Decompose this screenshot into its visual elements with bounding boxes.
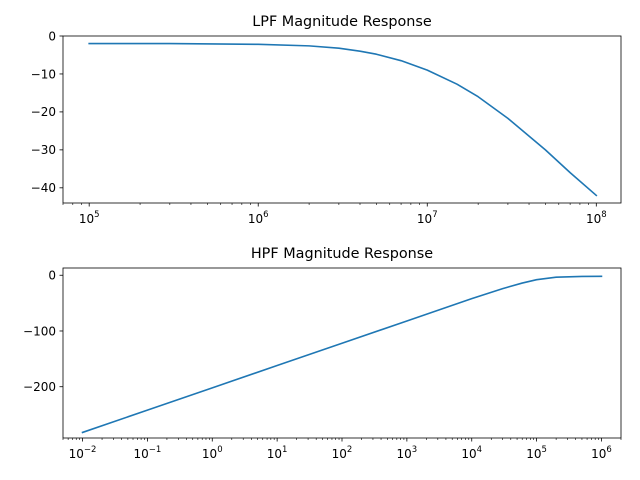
lpf-y-tick-label: −40: [31, 181, 56, 195]
hpf-chart: HPF Magnitude Response 10−2 10−1 100 101 102…: [23, 246, 622, 461]
lpf-y-tick-label: −30: [31, 143, 56, 157]
lpf-y-tick-label: 0: [48, 29, 56, 43]
lpf-plot-lines: [88, 42, 598, 197]
lpf-axes-frame: [62, 35, 622, 204]
lpf-x-tick-label: 108: [586, 210, 607, 226]
hpf-y-tick-label: −200: [23, 380, 56, 394]
lpf-y-tick-label: −20: [31, 105, 56, 119]
hpf-x-ticks: 10−2 10−1 100 101 102 103 104 105 106: [69, 438, 612, 461]
hpf-plot-lines: [81, 275, 603, 434]
hpf-x-tick-label: 100: [202, 445, 223, 461]
lpf-chart: LPF Magnitude Response 105 106 107 108 0 −10…: [31, 14, 622, 226]
lpf-y-ticks: 0 −10 −20 −30 −40: [31, 29, 63, 195]
lpf-x-ticks: 105 106 107 108: [79, 203, 607, 226]
lpf-x-tick-label: 105: [79, 210, 100, 226]
hpf-y-tick-label: 0: [48, 269, 56, 283]
hpf-x-tick-label: 105: [526, 445, 547, 461]
hpf-x-tick-label: 106: [591, 445, 612, 461]
hpf-chart-title: HPF Magnitude Response: [251, 246, 433, 262]
hpf-x-tick-label: 102: [332, 445, 353, 461]
hpf-x-tick-label: 10−2: [69, 445, 97, 461]
hpf-y-ticks: 0 −100 −200: [23, 269, 63, 394]
lpf-chart-title: LPF Magnitude Response: [252, 14, 432, 30]
hpf-x-tick-label: 10−1: [133, 445, 161, 461]
lpf-x-tick-label: 107: [417, 210, 438, 226]
lpf-response-line: [88, 42, 598, 197]
lpf-y-tick-label: −10: [31, 67, 56, 81]
hpf-x-tick-label: 103: [397, 445, 418, 461]
hpf-response-line: [81, 275, 603, 434]
lpf-x-tick-label: 106: [248, 210, 269, 226]
hpf-x-tick-label: 101: [267, 445, 288, 461]
hpf-x-tick-label: 104: [461, 445, 482, 461]
hpf-y-tick-label: −100: [23, 324, 56, 338]
hpf-axes-frame: [62, 267, 622, 439]
